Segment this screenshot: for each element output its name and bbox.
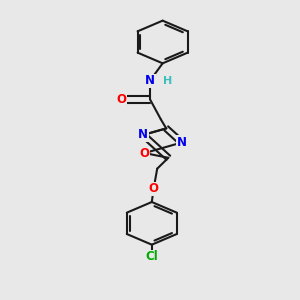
Text: O: O — [148, 182, 159, 195]
Text: N: N — [177, 136, 187, 149]
Text: H: H — [164, 76, 173, 86]
Text: N: N — [138, 128, 148, 141]
Text: N: N — [145, 74, 155, 87]
Text: O: O — [140, 147, 150, 160]
Text: O: O — [116, 93, 126, 106]
Text: Cl: Cl — [146, 250, 158, 263]
